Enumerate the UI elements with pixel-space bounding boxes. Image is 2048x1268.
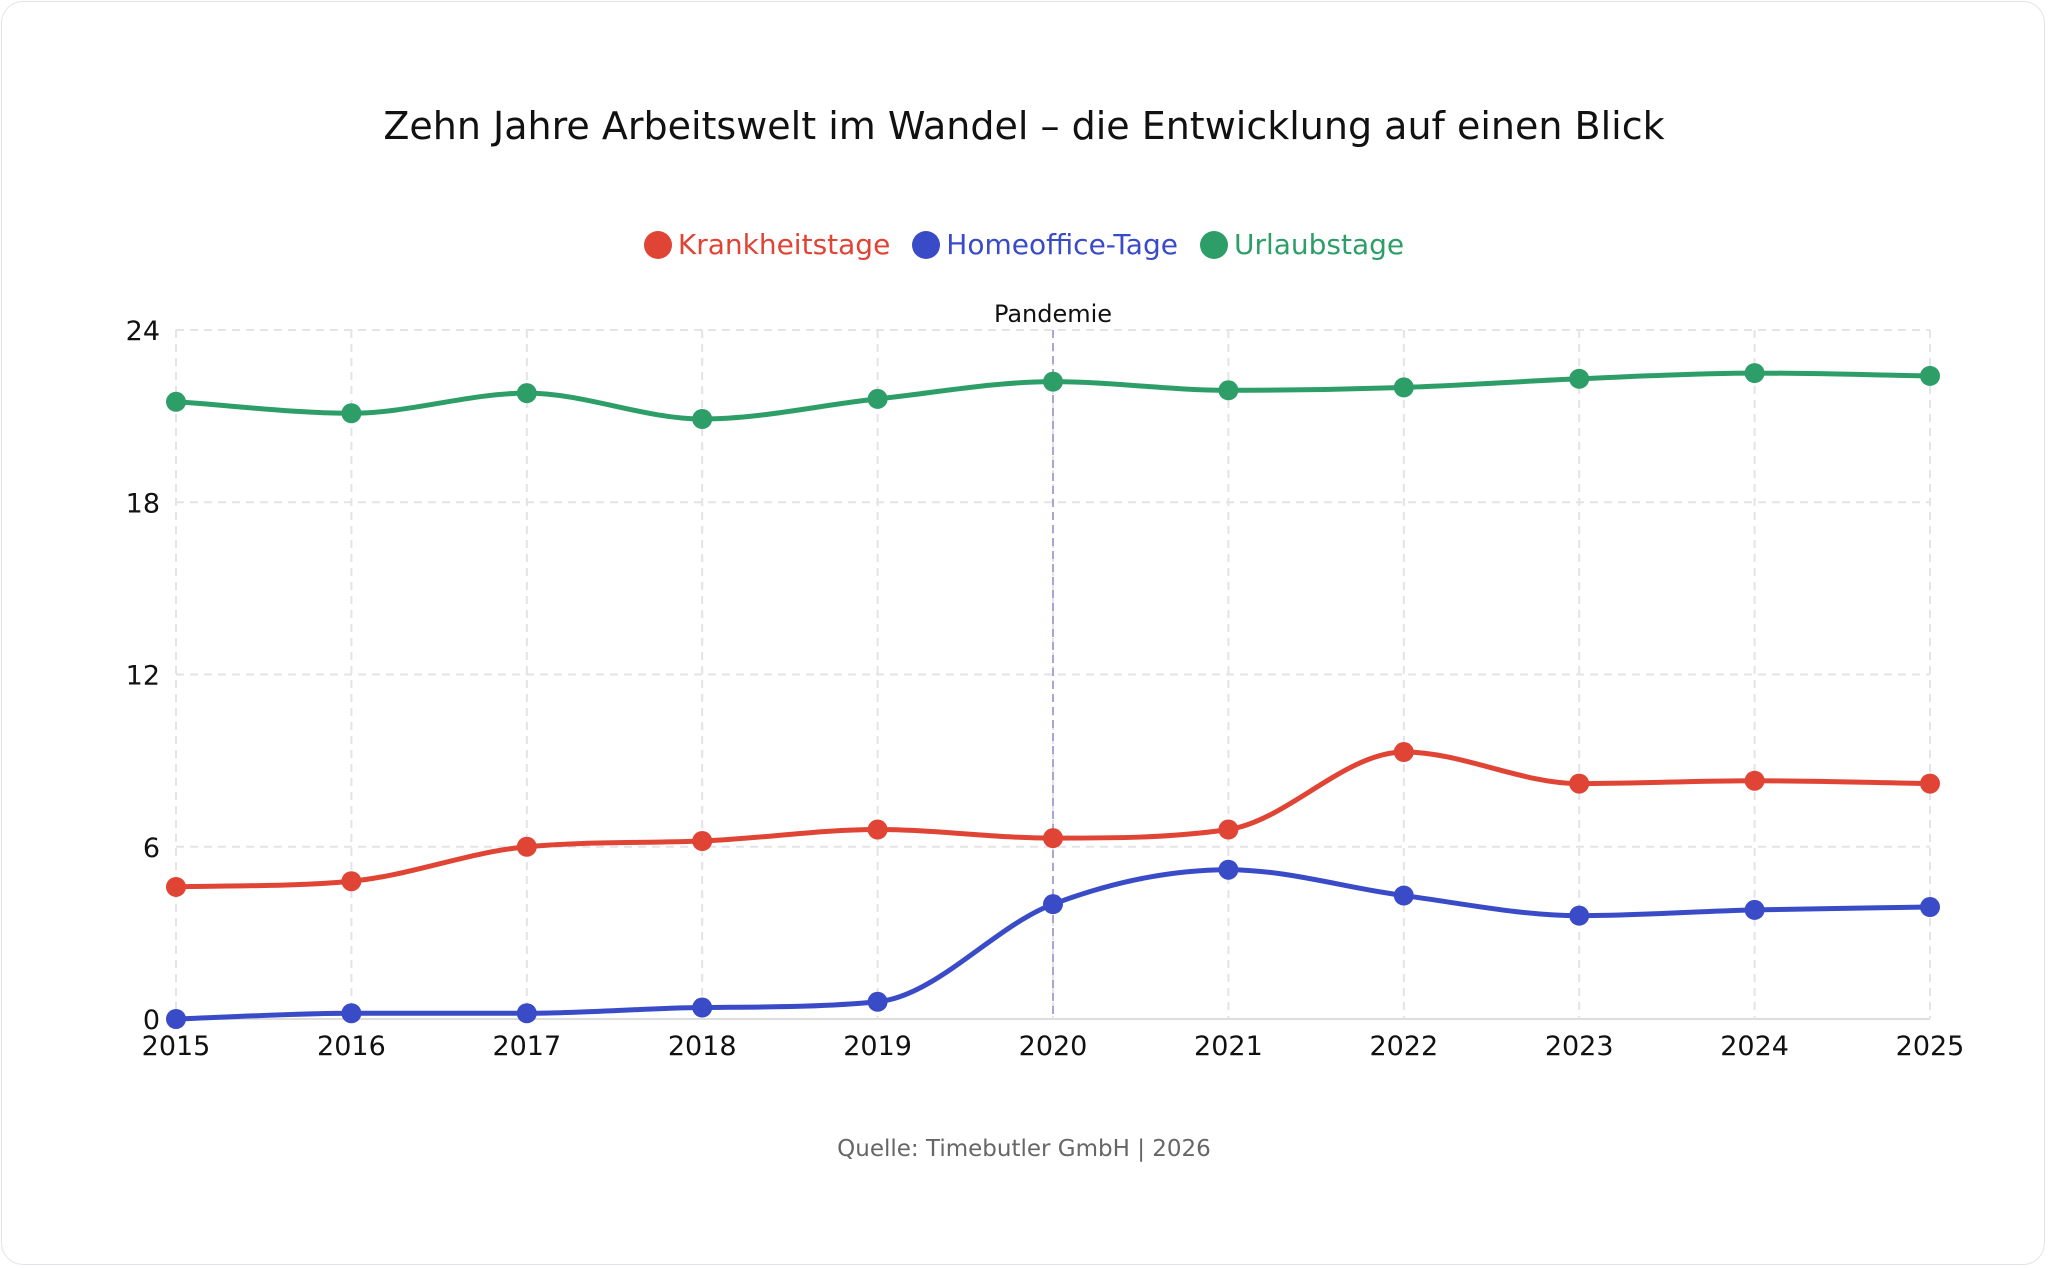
chart-title: Zehn Jahre Arbeitswelt im Wandel – die E… [383, 104, 1665, 148]
legend-item-krankheitstage[interactable]: Krankheitstage [643, 228, 891, 261]
legend: Krankheitstage Homeoffice-Tage Urlaubsta… [0, 228, 2048, 261]
x-tick-label: 2016 [317, 1031, 386, 1062]
x-tick-label: 2019 [843, 1031, 912, 1062]
y-tick-label: 12 [126, 661, 160, 692]
data-point-krankheitstage [867, 819, 888, 840]
data-point-urlaubstage [867, 388, 888, 409]
data-point-urlaubstage [1393, 377, 1414, 398]
x-tick-label: 2015 [142, 1031, 211, 1062]
data-point-urlaubstage [341, 403, 362, 424]
data-point-urlaubstage [1218, 380, 1239, 401]
data-point-homeoffice-tage [516, 1003, 537, 1024]
legend-swatch [912, 230, 941, 259]
x-tick-label: 2018 [668, 1031, 737, 1062]
legend-label: Krankheitstage [677, 228, 891, 261]
data-point-krankheitstage [1920, 773, 1940, 794]
data-point-urlaubstage [1043, 371, 1063, 392]
data-point-homeoffice-tage [1218, 859, 1239, 880]
data-point-homeoffice-tage [1744, 899, 1765, 920]
data-point-krankheitstage [166, 876, 186, 897]
data-point-homeoffice-tage [341, 1003, 362, 1024]
x-tick-label: 2025 [1896, 1031, 1965, 1062]
y-tick-label: 24 [126, 316, 160, 347]
data-point-krankheitstage [1218, 819, 1239, 840]
data-point-homeoffice-tage [692, 997, 713, 1018]
data-point-urlaubstage [692, 408, 713, 429]
y-tick-label: 6 [143, 833, 160, 864]
y-tick-label: 0 [143, 1005, 160, 1036]
legend-swatch [1199, 230, 1228, 259]
data-point-krankheitstage [516, 836, 537, 857]
legend-label: Urlaubstage [1233, 228, 1405, 261]
data-point-urlaubstage [1569, 368, 1590, 389]
data-point-urlaubstage [1744, 363, 1765, 384]
annotation-label: Pandemie [994, 300, 1112, 328]
data-point-krankheitstage [1393, 742, 1414, 763]
x-tick-label: 2021 [1194, 1031, 1263, 1062]
data-point-krankheitstage [1043, 828, 1063, 849]
legend-item-urlaubstage[interactable]: Urlaubstage [1199, 228, 1405, 261]
data-point-homeoffice-tage [867, 991, 888, 1012]
data-point-homeoffice-tage [1920, 897, 1940, 918]
data-point-urlaubstage [1920, 365, 1940, 386]
data-point-krankheitstage [1744, 770, 1765, 791]
legend-label: Homeoffice-Tage [946, 228, 1178, 261]
data-point-homeoffice-tage [1393, 885, 1414, 906]
data-point-krankheitstage [1569, 773, 1590, 794]
legend-item-homeoffice-tage[interactable]: Homeoffice-Tage [912, 228, 1178, 261]
data-point-homeoffice-tage [1569, 905, 1590, 926]
data-point-urlaubstage [516, 383, 537, 404]
legend-swatch [643, 230, 672, 259]
x-tick-label: 2022 [1369, 1031, 1438, 1062]
x-tick-label: 2024 [1720, 1031, 1789, 1062]
x-tick-label: 2020 [1019, 1031, 1088, 1062]
data-point-krankheitstage [341, 871, 362, 892]
source-note: Quelle: Timebutler GmbH | 2026 [837, 1136, 1211, 1162]
data-point-krankheitstage [692, 831, 713, 852]
x-tick-label: 2023 [1545, 1031, 1614, 1062]
data-point-urlaubstage [166, 391, 186, 412]
data-point-homeoffice-tage [1043, 894, 1063, 915]
y-tick-label: 18 [126, 488, 160, 519]
data-point-homeoffice-tage [166, 1009, 186, 1029]
x-tick-label: 2017 [492, 1031, 561, 1062]
